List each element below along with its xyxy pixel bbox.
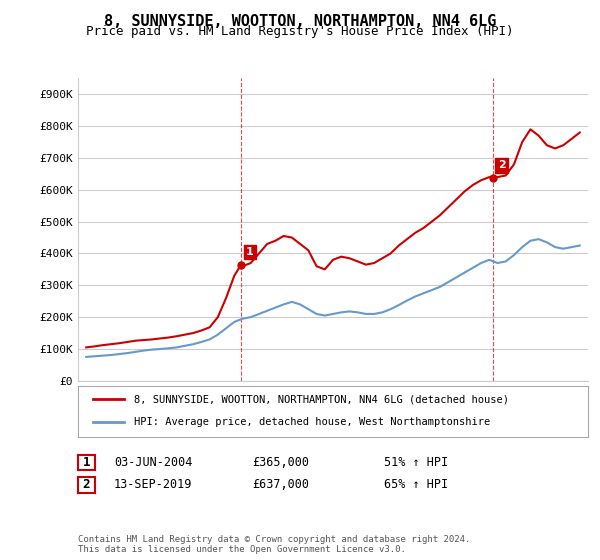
Text: £365,000: £365,000 xyxy=(252,455,309,469)
Text: £637,000: £637,000 xyxy=(252,478,309,491)
Text: 2: 2 xyxy=(497,161,505,170)
Text: 1: 1 xyxy=(83,456,90,469)
Text: 03-JUN-2004: 03-JUN-2004 xyxy=(114,455,193,469)
Text: Contains HM Land Registry data © Crown copyright and database right 2024.
This d: Contains HM Land Registry data © Crown c… xyxy=(78,535,470,554)
Text: 8, SUNNYSIDE, WOOTTON, NORTHAMPTON, NN4 6LG: 8, SUNNYSIDE, WOOTTON, NORTHAMPTON, NN4 … xyxy=(104,14,496,29)
Text: 8, SUNNYSIDE, WOOTTON, NORTHAMPTON, NN4 6LG (detached house): 8, SUNNYSIDE, WOOTTON, NORTHAMPTON, NN4 … xyxy=(134,394,509,404)
Text: 2: 2 xyxy=(83,478,90,492)
Text: 1: 1 xyxy=(246,247,254,257)
Text: 51% ↑ HPI: 51% ↑ HPI xyxy=(384,455,448,469)
Text: 65% ↑ HPI: 65% ↑ HPI xyxy=(384,478,448,491)
Text: HPI: Average price, detached house, West Northamptonshire: HPI: Average price, detached house, West… xyxy=(134,417,490,427)
Text: Price paid vs. HM Land Registry's House Price Index (HPI): Price paid vs. HM Land Registry's House … xyxy=(86,25,514,38)
Text: 13-SEP-2019: 13-SEP-2019 xyxy=(114,478,193,491)
